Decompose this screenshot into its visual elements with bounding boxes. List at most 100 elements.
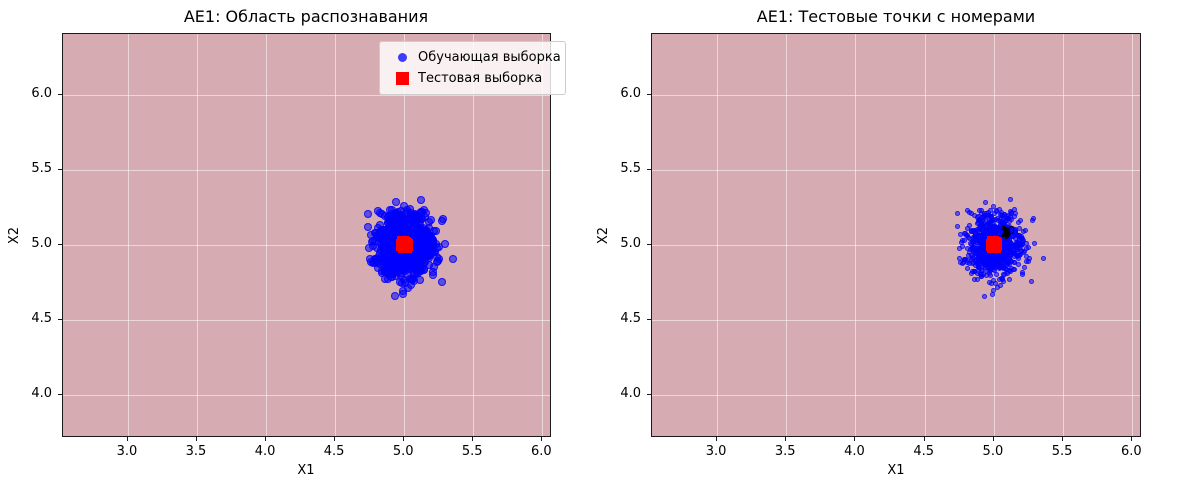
train-point (999, 260, 1005, 266)
x-tick-label: 4.0 (254, 444, 276, 459)
train-point (419, 232, 428, 241)
x-tick-label: 3.5 (774, 444, 796, 459)
train-point (374, 206, 383, 215)
train-point (975, 247, 981, 253)
train-point (997, 230, 1003, 236)
train-point (974, 257, 980, 263)
train-point (388, 266, 397, 275)
train-point (401, 226, 410, 235)
train-point (403, 206, 412, 215)
y-tick-mark (58, 94, 62, 96)
train-point (992, 265, 998, 271)
train-point (398, 290, 407, 299)
train-point (991, 203, 997, 209)
train-point (976, 218, 982, 224)
train-point (376, 245, 385, 254)
train-point (1007, 241, 1013, 247)
train-point (401, 249, 410, 258)
train-point (409, 243, 418, 252)
train-point (977, 240, 983, 245)
train-point (959, 243, 965, 249)
train-point (979, 263, 985, 269)
gridline-vertical (1063, 34, 1065, 436)
train-point (415, 275, 424, 284)
train-point (417, 207, 426, 216)
gridline-vertical (717, 34, 719, 436)
train-point (420, 242, 429, 251)
x-tick-label: 5.0 (982, 444, 1004, 459)
train-point (962, 230, 968, 236)
train-point (1017, 236, 1023, 242)
x-tick-mark (1062, 437, 1064, 441)
train-point (1003, 257, 1009, 263)
train-point (960, 260, 966, 266)
train-point (969, 270, 975, 276)
train-point (377, 269, 386, 278)
train-point (992, 280, 998, 286)
x-tick-label: 4.5 (913, 444, 935, 459)
legend: Обучающая выборка Тестовая выборка (379, 41, 566, 95)
train-point (980, 259, 986, 265)
train-point (1023, 245, 1029, 251)
train-point (395, 251, 404, 260)
gridline-horizontal (652, 95, 1140, 97)
train-point (1014, 250, 1020, 256)
train-point (966, 235, 972, 241)
test-point-number: 4 (1001, 228, 1009, 242)
x-tick-mark (716, 437, 718, 441)
y-tick-mark (647, 169, 651, 171)
train-point (1011, 249, 1017, 255)
train-point (983, 238, 989, 244)
train-point (987, 227, 993, 233)
train-point (988, 258, 994, 264)
train-point (970, 255, 976, 261)
y-tick-mark (58, 318, 62, 320)
x-tick-mark (195, 437, 197, 441)
train-point (392, 209, 401, 217)
train-point (980, 229, 986, 235)
train-point (984, 258, 990, 264)
gridline-horizontal (63, 319, 550, 321)
train-point (429, 236, 438, 245)
test-point-number: 1 (1002, 227, 1010, 241)
train-point (1011, 254, 1017, 260)
test-marker-icon (395, 72, 409, 85)
train-point (993, 217, 999, 223)
train-point (997, 206, 1003, 212)
train-point (385, 250, 394, 259)
train-point (962, 238, 967, 244)
gridline-horizontal (63, 95, 550, 97)
train-point (1006, 223, 1012, 229)
train-point (1008, 209, 1014, 215)
train-point (994, 261, 1000, 267)
train-point (400, 254, 409, 262)
train-point (976, 252, 982, 258)
train-point (430, 248, 439, 257)
train-point (403, 259, 412, 268)
train-point (986, 267, 992, 273)
train-point (971, 268, 977, 274)
train-point (392, 198, 401, 207)
train-point (416, 251, 425, 260)
train-point (999, 221, 1005, 227)
gridline-horizontal (63, 394, 550, 396)
gridline-vertical (266, 34, 268, 436)
gridline-horizontal (652, 394, 1140, 396)
train-point (417, 257, 426, 266)
train-point (1013, 236, 1019, 242)
x-tick-mark (334, 437, 336, 441)
gridline-vertical (127, 34, 129, 436)
train-point (976, 213, 982, 219)
train-point (421, 228, 430, 237)
train-point (981, 244, 987, 250)
train-point (428, 270, 437, 279)
train-point (368, 238, 377, 247)
train-point (975, 229, 981, 235)
train-point (972, 247, 978, 253)
train-point (1000, 257, 1006, 263)
y-tick-mark (58, 393, 62, 395)
train-point (1018, 251, 1024, 257)
train-point (1012, 244, 1018, 250)
train-point (956, 256, 962, 262)
train-point (395, 278, 404, 287)
